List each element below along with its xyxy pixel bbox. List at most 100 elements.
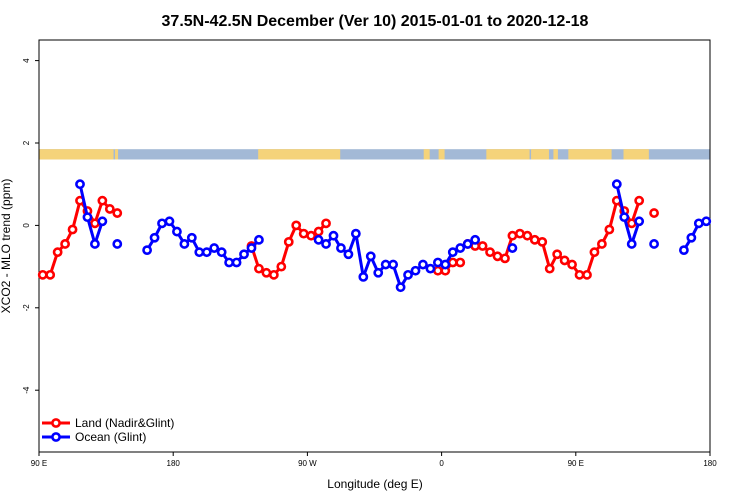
y-tick-label: 2 xyxy=(22,140,31,145)
series-1 xyxy=(75,179,712,293)
data-point xyxy=(283,236,294,247)
data-point xyxy=(403,269,413,280)
data-point xyxy=(179,239,190,249)
land-strip-segment xyxy=(553,149,558,160)
data-point xyxy=(343,249,354,260)
data-point xyxy=(112,239,123,249)
data-point xyxy=(567,259,577,270)
data-point xyxy=(634,216,645,227)
data-point xyxy=(447,257,458,268)
data-point xyxy=(254,263,264,274)
data-point xyxy=(201,247,212,258)
data-point xyxy=(164,216,175,227)
data-point xyxy=(254,234,264,245)
legend: Land (Nadir&Glint)Ocean (Glint) xyxy=(42,416,174,444)
ocean-strip xyxy=(39,149,710,160)
data-point xyxy=(537,236,548,247)
data-point xyxy=(90,218,100,229)
data-point xyxy=(224,257,235,268)
data-point xyxy=(626,239,637,249)
data-point xyxy=(544,263,555,274)
data-point xyxy=(321,239,331,249)
land-strip-segment xyxy=(623,149,649,160)
legend-marker xyxy=(51,418,61,428)
data-point xyxy=(470,234,481,245)
y-tick-label: 4 xyxy=(22,58,31,63)
data-point xyxy=(313,226,324,237)
chart-title: 37.5N-42.5N December (Ver 10) 2015-01-01… xyxy=(162,13,589,30)
data-point xyxy=(425,263,436,274)
data-point xyxy=(291,220,302,231)
data-point xyxy=(365,251,376,262)
data-point xyxy=(604,224,615,235)
x-tick-label: 90 E xyxy=(31,459,47,468)
data-point xyxy=(358,271,369,282)
data-point xyxy=(306,230,317,241)
data-point xyxy=(60,239,70,249)
data-point xyxy=(298,228,309,239)
data-point xyxy=(418,259,428,270)
data-point xyxy=(611,179,622,190)
data-point xyxy=(313,234,324,245)
land-sea-strip xyxy=(39,149,710,160)
data-point xyxy=(142,245,153,256)
data-point xyxy=(97,216,108,227)
data-point xyxy=(67,224,78,235)
legend-marker xyxy=(51,432,61,442)
data-point xyxy=(432,265,443,276)
land-strip-segment xyxy=(423,149,430,160)
data-point xyxy=(447,247,458,258)
data-point xyxy=(276,261,287,272)
data-point xyxy=(186,232,197,243)
data-point xyxy=(589,247,600,258)
data-point xyxy=(261,267,272,278)
data-point xyxy=(194,247,205,258)
data-point xyxy=(104,204,115,214)
data-point xyxy=(693,218,704,229)
data-point xyxy=(492,251,503,262)
x-axis-label: Longitude (deg E) xyxy=(327,477,422,491)
data-point xyxy=(596,239,607,249)
data-point xyxy=(634,195,645,206)
data-point xyxy=(97,195,108,206)
data-point xyxy=(559,255,570,266)
data-point xyxy=(328,230,339,241)
y-axis-label: XCO2 - MLO trend (ppm) xyxy=(0,179,13,314)
data-point xyxy=(149,232,160,243)
data-point xyxy=(246,243,257,253)
data-point xyxy=(582,269,592,280)
data-point xyxy=(75,179,85,190)
data-point xyxy=(455,243,466,253)
series-line xyxy=(78,183,104,246)
data-point xyxy=(373,267,384,278)
data-point xyxy=(231,257,242,268)
data-point xyxy=(395,282,406,293)
data-point xyxy=(507,230,518,241)
axes: 90 E 180 90 W 0 90 E 180 -4 -2 0 2 4 xyxy=(22,58,717,468)
land-strip-segment xyxy=(115,149,119,160)
series-0 xyxy=(37,195,659,280)
plot-frame xyxy=(38,39,711,453)
data-point xyxy=(172,226,182,237)
land-strip-segment xyxy=(531,149,549,160)
data-point xyxy=(112,208,123,218)
data-point xyxy=(157,218,167,229)
data-point xyxy=(686,232,697,243)
data-point xyxy=(336,243,346,253)
data-point xyxy=(410,265,421,276)
land-strip-segment xyxy=(486,149,530,160)
data-point xyxy=(388,259,399,270)
data-point xyxy=(649,208,659,218)
data-point xyxy=(462,239,473,249)
x-tick-label: 90 W xyxy=(298,459,317,468)
data-point xyxy=(52,247,63,258)
data-point xyxy=(432,257,443,268)
data-point xyxy=(477,241,488,251)
data-point xyxy=(45,269,56,280)
data-point xyxy=(321,218,331,229)
data-point xyxy=(90,239,100,249)
data-point xyxy=(626,218,637,229)
data-point xyxy=(522,230,533,241)
data-point xyxy=(440,259,451,270)
